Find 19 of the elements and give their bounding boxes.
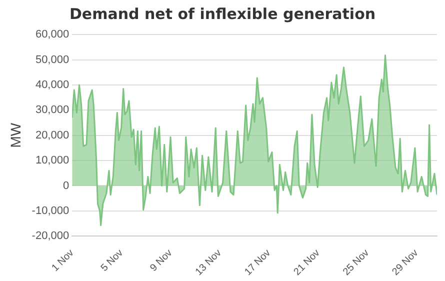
y-tick-label: 40,000 — [35, 79, 70, 92]
x-tick-label: 25 Nov — [341, 248, 372, 278]
y-axis-title: MW — [7, 122, 24, 148]
x-tick-label: 13 Nov — [194, 248, 224, 278]
y-tick-label: 20,000 — [35, 129, 70, 142]
chart-title: Demand net of inflexible generation — [68, 4, 377, 25]
x-tick-label: 17 Nov — [242, 248, 273, 278]
x-tick-label: 5 Nov — [99, 248, 126, 274]
x-tick-label: 9 Nov — [148, 248, 175, 274]
y-tick-label: 10,000 — [35, 154, 70, 167]
y-tick-label: 0 — [62, 180, 70, 192]
y-tick-label: -20,000 — [32, 230, 70, 242]
x-tick-label: 21 Nov — [292, 248, 322, 278]
y-tick-label: -10,000 — [32, 204, 70, 217]
y-tick-label: 50,000 — [35, 54, 70, 66]
y-tick-label: 30,000 — [35, 104, 70, 116]
x-tick-label: 1 Nov — [50, 248, 76, 274]
x-tick-label: 29 Nov — [390, 248, 421, 278]
y-tick-label: 60,000 — [35, 28, 70, 41]
